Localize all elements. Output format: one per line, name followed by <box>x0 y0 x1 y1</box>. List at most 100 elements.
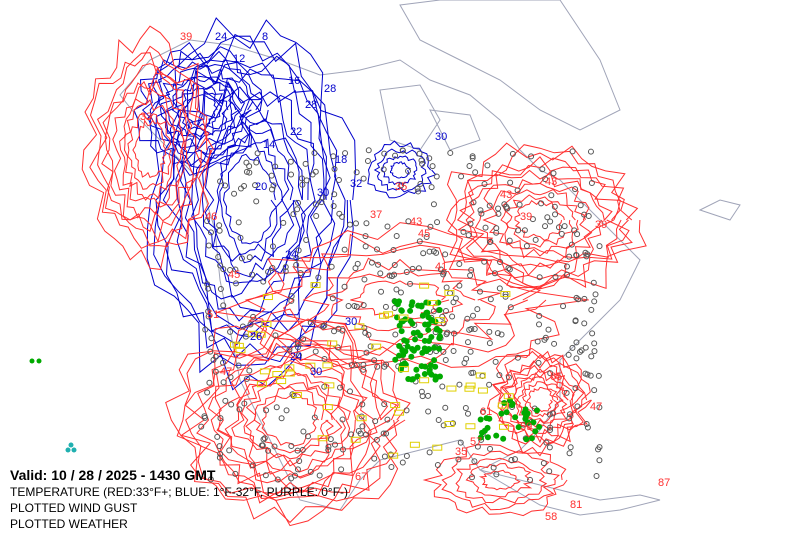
precip-marker <box>414 344 421 351</box>
station-marker <box>362 233 369 240</box>
station-marker <box>368 259 375 266</box>
warm-contour <box>196 335 382 500</box>
station-marker <box>391 305 398 312</box>
station-marker <box>325 443 332 450</box>
contour-label: 20 <box>255 181 267 193</box>
station-marker <box>515 227 522 234</box>
station-marker <box>439 383 446 390</box>
station-marker <box>232 280 239 287</box>
station-marker <box>278 415 285 422</box>
station-marker <box>363 220 370 227</box>
station-marker <box>538 200 545 207</box>
station-marker <box>540 460 547 467</box>
precip-marker <box>422 321 429 328</box>
station-marker <box>591 340 598 347</box>
station-marker <box>563 271 570 278</box>
station-marker <box>596 457 603 464</box>
station-marker <box>471 326 478 333</box>
station-marker <box>295 199 302 206</box>
warm-contour <box>513 368 573 431</box>
precip-marker <box>431 344 438 351</box>
station-marker <box>429 163 436 170</box>
station-marker <box>506 237 513 244</box>
warm-contour <box>89 45 212 249</box>
station-marker <box>217 415 224 422</box>
station-marker <box>532 236 539 243</box>
station-marker <box>246 169 253 176</box>
warm-contour <box>441 450 560 511</box>
station-marker <box>265 447 272 454</box>
station-marker <box>288 442 295 449</box>
cold-contour <box>162 55 336 338</box>
station-marker <box>434 461 441 468</box>
station-marker <box>351 302 358 309</box>
station-marker <box>204 389 211 396</box>
station-marker <box>260 436 267 443</box>
station-marker <box>348 362 355 369</box>
station-marker <box>214 433 221 440</box>
station-marker <box>363 349 370 356</box>
wind-gust-marker <box>398 366 409 373</box>
wind-gust-marker <box>419 377 430 384</box>
precip-marker <box>413 366 420 373</box>
station-marker <box>237 234 244 241</box>
station-marker <box>566 411 573 418</box>
contour-label: 35 <box>395 181 407 193</box>
warm-contour <box>81 25 215 270</box>
warm-contour <box>500 188 586 254</box>
station-marker <box>469 155 476 162</box>
precip-marker <box>419 312 426 319</box>
station-marker <box>467 272 474 279</box>
station-marker <box>587 148 594 155</box>
station-marker <box>486 381 493 388</box>
station-marker <box>550 170 557 177</box>
station-marker <box>380 166 387 173</box>
station-marker <box>352 265 359 272</box>
station-marker <box>392 152 399 159</box>
contour-label: 67 <box>355 471 367 483</box>
station-marker <box>365 331 372 338</box>
station-marker <box>419 160 426 167</box>
wind-gust-marker <box>262 294 273 301</box>
station-marker <box>212 368 219 375</box>
station-marker <box>437 266 444 273</box>
station-marker <box>346 388 353 395</box>
precip-marker <box>431 357 438 364</box>
cold-contour <box>373 148 427 193</box>
station-marker <box>596 404 603 411</box>
warm-contour <box>215 222 589 370</box>
shower-marker <box>71 447 77 453</box>
station-marker <box>327 436 334 443</box>
station-marker <box>316 472 323 479</box>
precip-marker <box>477 416 484 423</box>
station-marker <box>312 168 319 175</box>
station-marker <box>416 150 423 157</box>
precip-marker <box>428 334 435 341</box>
station-marker <box>507 179 514 186</box>
station-marker <box>551 203 558 210</box>
precip-marker <box>484 434 491 441</box>
wind-gust-marker <box>229 341 240 348</box>
wind-gust-marker <box>276 378 287 385</box>
station-marker <box>465 232 472 239</box>
station-marker <box>566 253 573 260</box>
station-marker <box>511 456 518 463</box>
station-marker <box>318 199 325 206</box>
station-marker <box>338 466 345 473</box>
station-marker <box>490 464 497 471</box>
station-marker <box>575 296 582 303</box>
station-marker <box>516 201 523 208</box>
station-marker <box>595 372 602 379</box>
station-marker <box>212 353 219 360</box>
precip-marker <box>399 347 406 354</box>
station-marker <box>543 439 550 446</box>
wind-gust-marker <box>310 282 321 289</box>
station-marker <box>228 401 235 408</box>
station-marker <box>399 147 406 154</box>
warm-contour <box>132 119 167 179</box>
station-marker <box>572 385 579 392</box>
temperature-legend: TEMPERATURE (RED:33°F+; BLUE: 1°F-32°F, … <box>10 485 349 499</box>
station-marker <box>582 344 589 351</box>
contour-label: 87 <box>658 477 670 489</box>
station-marker <box>558 230 565 237</box>
